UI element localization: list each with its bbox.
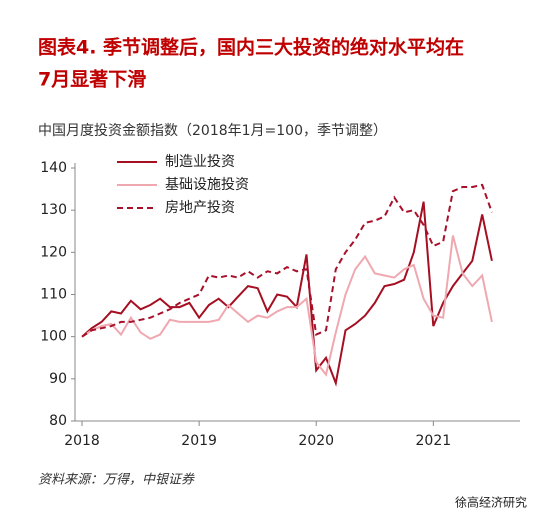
legend-label: 基础设施投资 bbox=[165, 176, 249, 193]
subtitle: 中国月度投资金额指数（2018年1月=100，季节调整） bbox=[38, 123, 387, 139]
x-tick-label: 2019 bbox=[181, 433, 217, 449]
x-tick-label: 2018 bbox=[64, 433, 100, 449]
y-tick-label: 100 bbox=[40, 329, 67, 345]
source: 资料来源：万得，中银证券 bbox=[38, 473, 195, 488]
y-tick-label: 130 bbox=[40, 202, 67, 218]
y-tick-label: 80 bbox=[49, 413, 67, 429]
legend-label: 房地产投资 bbox=[165, 200, 235, 216]
chart-title: 7月显著下滑 bbox=[38, 68, 146, 91]
legend-label: 制造业投资 bbox=[165, 154, 235, 170]
x-tick-label: 2021 bbox=[416, 433, 452, 449]
y-tick-label: 120 bbox=[40, 244, 67, 260]
y-tick-label: 110 bbox=[40, 287, 67, 303]
x-tick-label: 2020 bbox=[298, 433, 334, 449]
series-line bbox=[81, 201, 493, 387]
chart-title: 图表4. 季节调整后，国内三大投资的绝对水平均在 bbox=[38, 36, 464, 59]
series-line bbox=[81, 235, 493, 377]
watermark: 徐高经济研究 bbox=[455, 495, 527, 510]
y-tick-label: 140 bbox=[40, 160, 67, 176]
series-line bbox=[81, 183, 493, 338]
y-tick-label: 90 bbox=[49, 371, 67, 387]
